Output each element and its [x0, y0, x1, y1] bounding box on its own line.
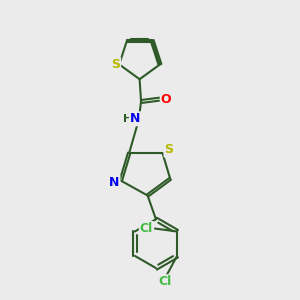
- Text: S: S: [164, 143, 173, 157]
- Text: O: O: [161, 93, 171, 106]
- Text: Cl: Cl: [158, 275, 172, 288]
- Text: N: N: [130, 112, 140, 125]
- Text: Cl: Cl: [140, 222, 153, 235]
- Text: N: N: [109, 176, 119, 189]
- Text: H: H: [123, 114, 132, 124]
- Text: S: S: [111, 58, 120, 71]
